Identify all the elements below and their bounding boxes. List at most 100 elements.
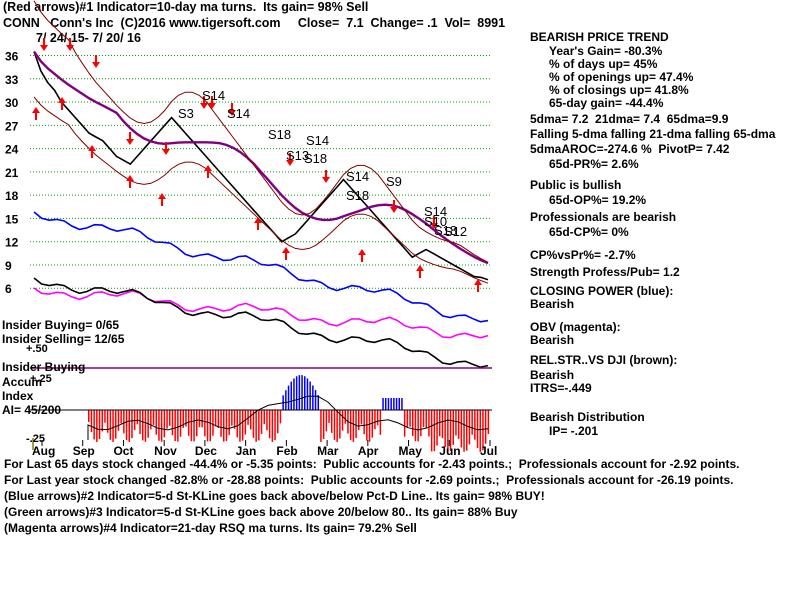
- accum-bar: [236, 410, 238, 438]
- accum-bar: [449, 410, 452, 451]
- pattern-label: S9: [386, 174, 402, 189]
- accum-bar: [250, 410, 252, 430]
- buy-arrow-head: [254, 217, 262, 223]
- accum-bar: [360, 410, 363, 425]
- accum-bar: [266, 410, 268, 431]
- accum-bar: [476, 410, 479, 448]
- pattern-label: S18: [304, 151, 327, 166]
- accum-bar: [182, 410, 184, 428]
- accum-bar: [263, 410, 265, 425]
- accum-bar: [295, 376, 298, 410]
- accum-bar: [179, 410, 182, 437]
- accum-bar: [241, 410, 244, 441]
- accum-bar: [444, 410, 446, 447]
- y-tick-label: 30: [5, 96, 19, 110]
- accum-bar: [244, 410, 247, 435]
- accum-bar: [160, 410, 163, 442]
- accum-bar: [279, 410, 282, 424]
- accum-bar: [123, 410, 125, 434]
- accum-bar: [298, 375, 301, 410]
- accum-bar: [174, 410, 176, 441]
- accum-bar: [344, 410, 346, 424]
- sidebar-stat: IP= -.201: [549, 424, 599, 438]
- accum-index-panel: [32, 375, 490, 452]
- accum-bar: [482, 410, 484, 451]
- accum-bar: [171, 410, 174, 436]
- x-tick-label: Feb: [276, 444, 297, 458]
- accum-bar: [428, 410, 430, 437]
- accum-bar: [125, 410, 128, 441]
- y-tick-label: 12: [5, 236, 19, 250]
- accum-bar: [293, 378, 295, 410]
- date-range: 7/ 24/ 15- 7/ 20/ 16: [36, 31, 141, 45]
- accum-bar: [487, 410, 490, 434]
- accum-bar: [169, 410, 171, 426]
- accum-bar: [109, 410, 112, 440]
- accum-bar: [430, 410, 433, 452]
- accum-bar: [382, 398, 384, 410]
- accum-bar: [106, 410, 109, 433]
- accum-bar: [355, 410, 357, 439]
- sidebar-stat: 65d-OP%= 19.2%: [549, 193, 647, 207]
- sidebar-stat: Public is bullish: [530, 178, 622, 192]
- sell-arrow-head: [40, 45, 48, 51]
- sidebar-stat: BEARISH PRICE TREND: [530, 30, 669, 44]
- sidebar-stat: Professionals are bearish: [530, 210, 677, 224]
- x-axis-ticks: Aug Sep Oct Nov Dec Jan Feb Mar Apr May Jun Jul: [30, 409, 497, 458]
- accum-bar: [317, 395, 319, 410]
- accum-bar: [233, 410, 236, 429]
- accum-bar: [166, 410, 168, 429]
- sidebar-stat: 5dma= 7.2 21dma= 7.4 65dma=9.9: [530, 112, 729, 126]
- pattern-label: S14: [346, 169, 369, 184]
- accum-bar: [387, 398, 390, 410]
- accum-bar: [471, 410, 473, 435]
- accum-bar: [441, 410, 444, 439]
- x-tick-label: Mar: [317, 444, 339, 458]
- accum-bar: [436, 410, 438, 446]
- y-tick-label: 21: [5, 166, 19, 180]
- sell-arrow-head: [390, 207, 398, 213]
- buy-arrow-head: [126, 175, 134, 181]
- bottom-note-line: (Magenta arrows)#4 Indicator=21-day RSQ …: [4, 521, 417, 535]
- sell-arrow-head: [66, 45, 74, 51]
- accum-bar: [420, 410, 422, 437]
- x-tick-label: Oct: [113, 444, 133, 458]
- accum-bar: [433, 410, 436, 452]
- accum-ma-line: [87, 395, 489, 440]
- y-tick-label: 33: [5, 73, 19, 87]
- accum-bar: [198, 410, 201, 428]
- bottom-note-line: For Last year stock changed -82.8% or -2…: [4, 473, 734, 487]
- accum-bar: [258, 410, 260, 441]
- sell-arrow-head: [162, 149, 170, 155]
- accum-bar: [88, 410, 90, 422]
- sidebar-stat: ITRS=-.449: [530, 381, 592, 395]
- accum-bar: [301, 375, 303, 410]
- sell-arrow-head: [286, 160, 294, 166]
- pattern-label: S10: [424, 214, 447, 229]
- accum-bar: [306, 378, 309, 410]
- sidebar-stat: % of openings up= 47.4%: [549, 70, 694, 84]
- sidebar-stat: REL.STR..VS DJI (brown):: [530, 353, 678, 367]
- x-tick-label: Apr: [358, 444, 379, 458]
- chart-lines: [30, 0, 492, 369]
- ai-label: AI= 45/200: [2, 403, 62, 417]
- accum-bar: [322, 410, 325, 439]
- accum-bar: [177, 410, 179, 442]
- accum-bar: [252, 410, 255, 438]
- sidebar-stat: Bearish: [530, 297, 575, 311]
- accum-bar: [287, 385, 290, 410]
- accum-bar: [163, 410, 166, 438]
- accum-bar: [90, 410, 93, 433]
- accum-bar: [479, 410, 481, 452]
- accum-bar: [155, 410, 157, 435]
- buy-arrow-head: [32, 107, 40, 113]
- accum-bar: [217, 410, 220, 429]
- accum-bar: [393, 398, 395, 410]
- accum-bar: [225, 410, 228, 441]
- pattern-label: S12: [444, 224, 467, 239]
- accum-bar: [376, 410, 379, 426]
- accum-bar: [214, 410, 217, 427]
- y-tick-label: 24: [5, 143, 19, 157]
